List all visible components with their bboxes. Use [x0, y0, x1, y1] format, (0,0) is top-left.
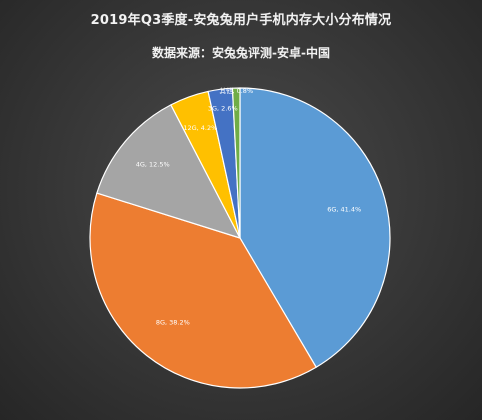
pie-slice-4G [96, 104, 241, 239]
pie-slices [89, 87, 391, 389]
slice-label-3G: 3G, 2.6% [208, 105, 238, 113]
chart-title: 2019年Q3季度-安兔兔用户手机内存大小分布情况 [90, 13, 392, 28]
pie-labels: 6G, 41.4% 8G, 38.2% 4G, 12.5% 12G, 4.2% 3G, … [136, 86, 361, 327]
slice-label-8G: 8G, 38.2% [156, 319, 190, 327]
pie-slice-8G [89, 192, 317, 389]
chart-subtitle: 数据来源：安兔兔评测-安卓-中国 [152, 46, 330, 60]
pie-slice-其他 [231, 87, 241, 239]
pie-slice-6G [239, 87, 391, 368]
slice-label-4G: 4G, 12.5% [136, 161, 170, 169]
slice-label-6G: 6G, 41.4% [327, 206, 361, 214]
slice-label-其他: 其他, 0.8% [219, 86, 253, 95]
slice-label-12G: 12G, 4.2% [183, 124, 217, 132]
